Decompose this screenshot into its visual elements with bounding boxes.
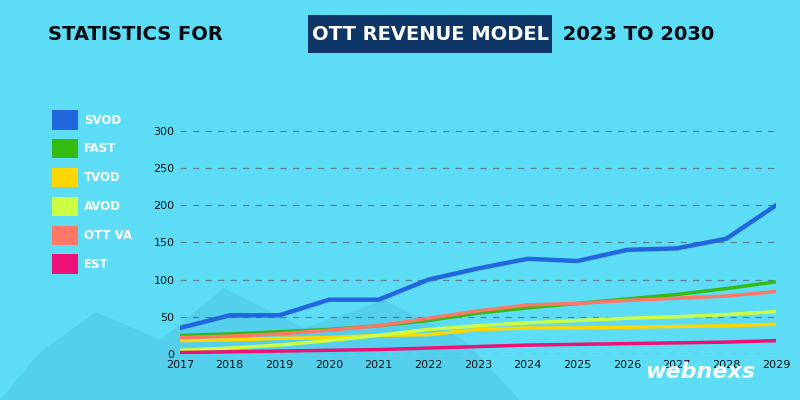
Text: TVOD: TVOD — [84, 171, 121, 184]
Text: EST: EST — [84, 258, 109, 270]
Text: SVOD: SVOD — [84, 114, 121, 126]
Text: OTT VA: OTT VA — [84, 229, 132, 242]
Text: AVOD: AVOD — [84, 200, 121, 213]
Text: 2023 TO 2030: 2023 TO 2030 — [556, 24, 714, 44]
Text: OTT REVENUE MODEL: OTT REVENUE MODEL — [311, 24, 549, 44]
Text: STATISTICS FOR: STATISTICS FOR — [48, 24, 230, 44]
Text: FAST: FAST — [84, 142, 116, 155]
Text: webnexs: webnexs — [645, 362, 755, 382]
